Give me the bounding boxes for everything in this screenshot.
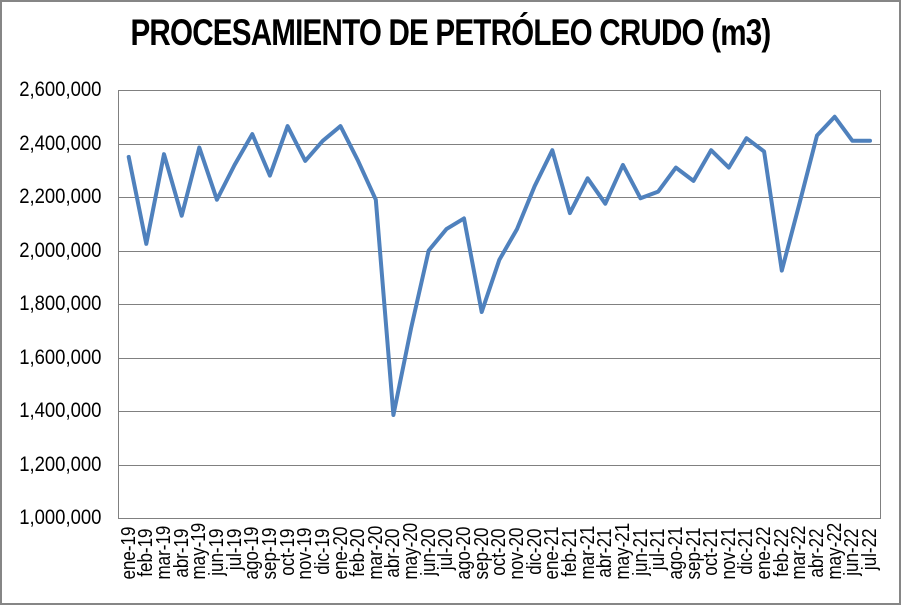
y-tick-label: 1,000,000 [18,506,101,529]
x-tick-label: jul-22 [859,528,881,571]
y-tick-label: 1,400,000 [18,399,101,422]
y-tick-label: 1,200,000 [18,452,101,476]
data-series-line [126,114,872,417]
y-tick-label: 2,000,000 [18,238,101,262]
y-tick-label: 1,800,000 [18,292,101,315]
plot-border [118,90,881,519]
chart-title: PROCESAMIENTO DE PETRÓLEO CRUDO (m3) [130,12,771,53]
y-tick-label: 2,200,000 [18,185,101,208]
y-tick-label: 2,600,000 [18,78,101,101]
y-tick-label: 2,400,000 [18,131,101,155]
y-tick-label: 1,600,000 [18,345,101,369]
